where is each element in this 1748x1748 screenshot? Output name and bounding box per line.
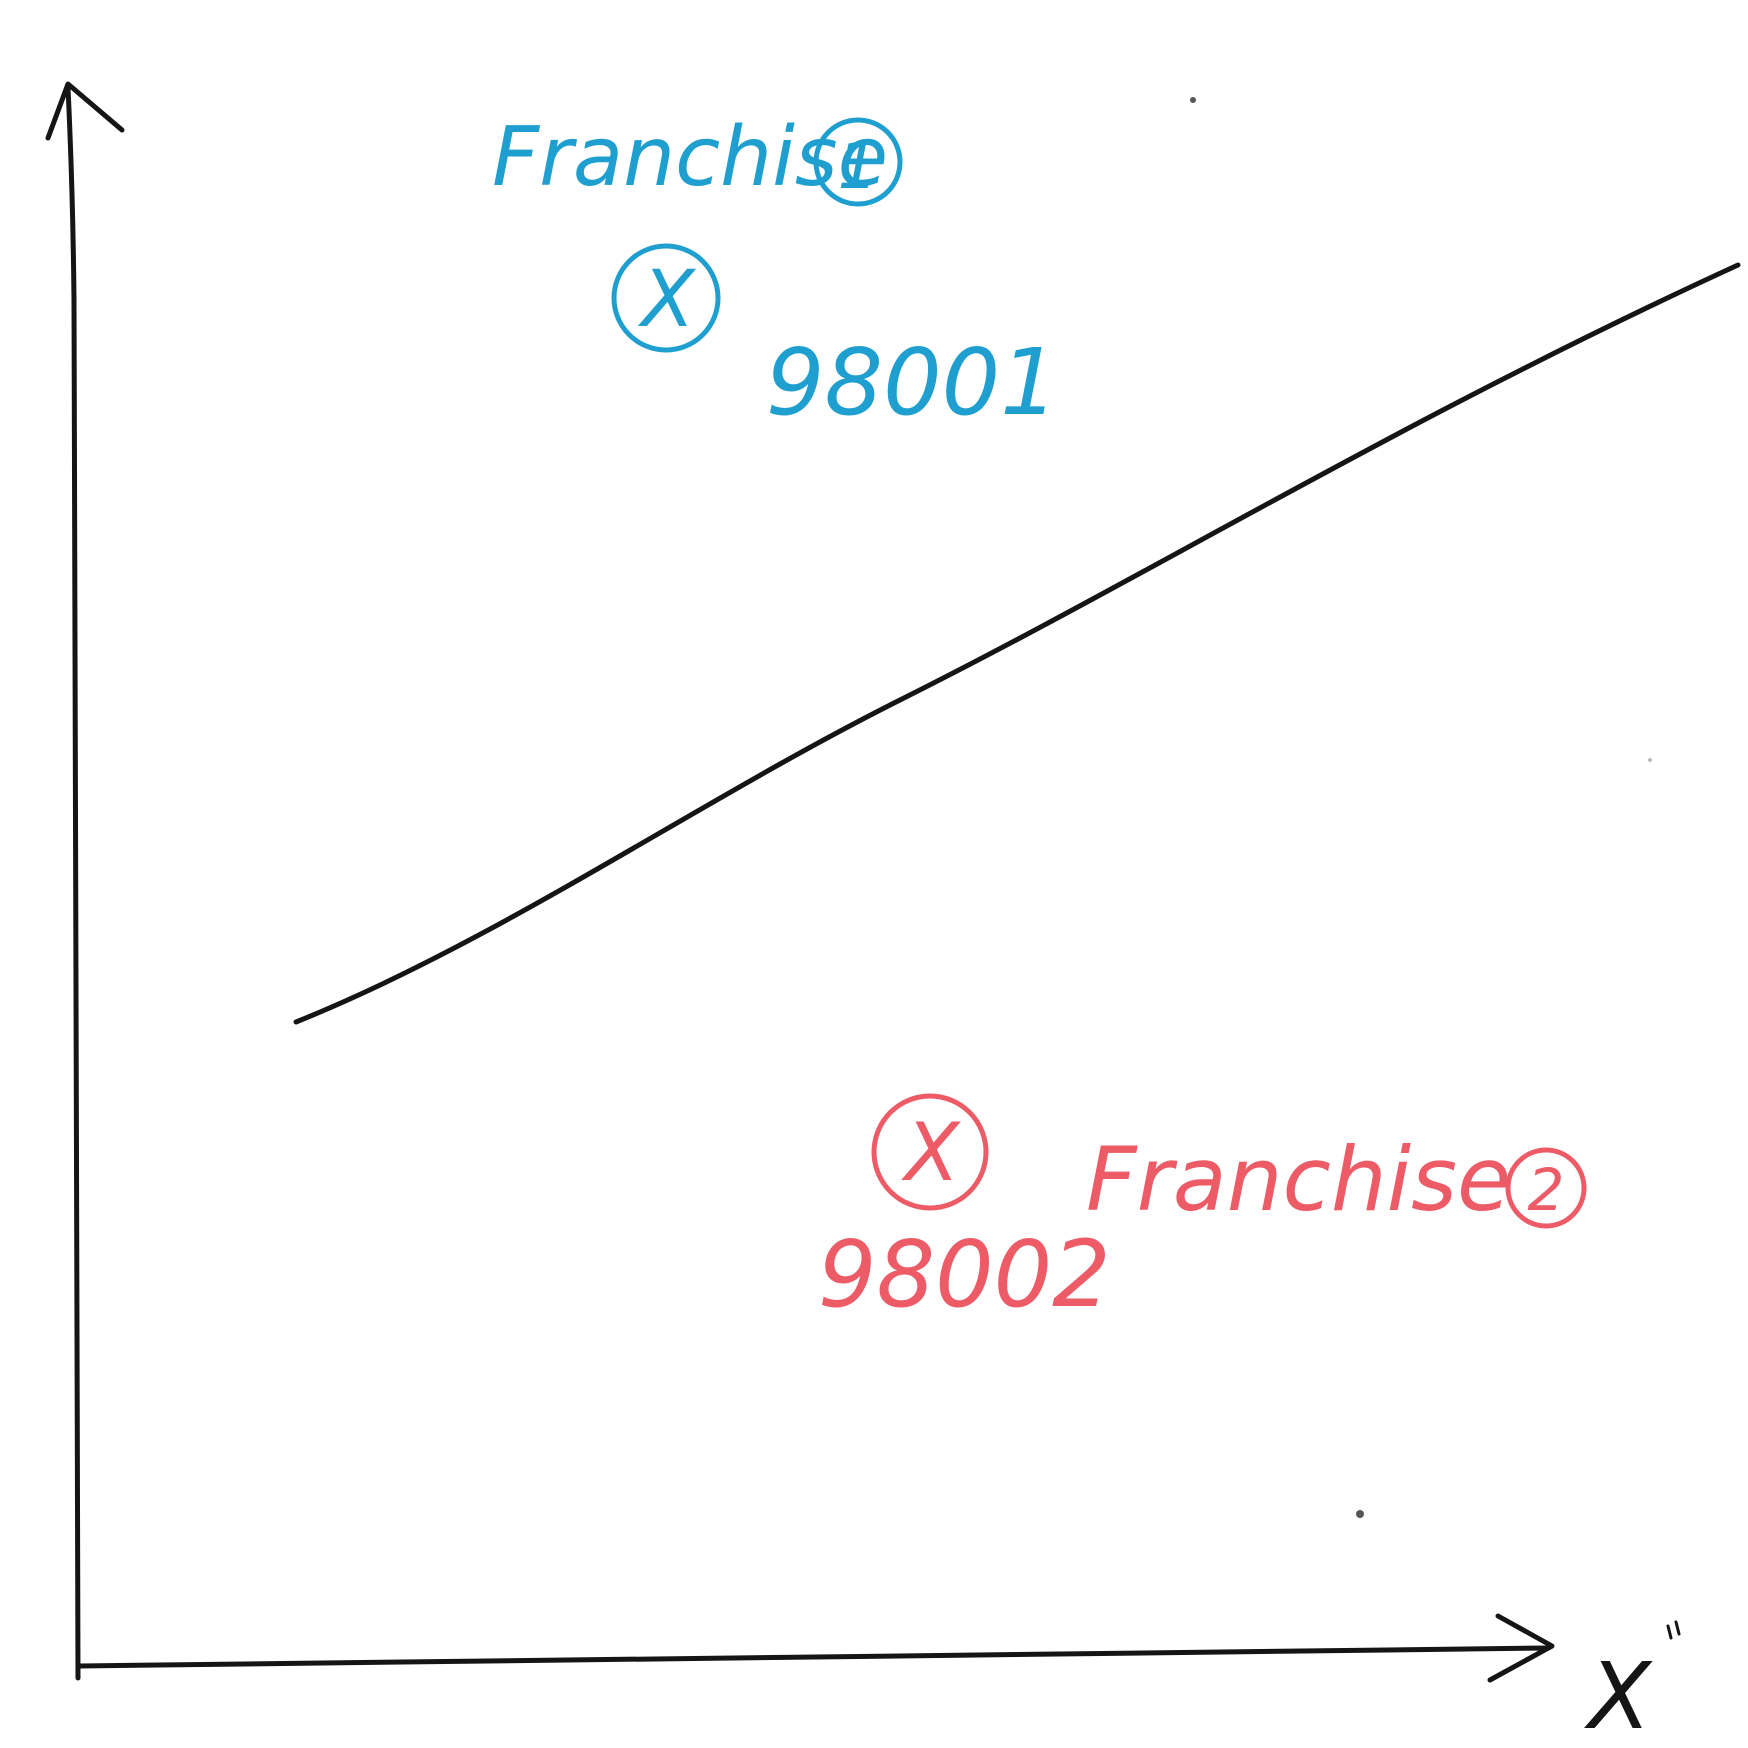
franchise-2-code: 98002: [818, 1221, 1111, 1328]
franchise-1-badge-number: 1: [838, 130, 879, 204]
paper-specks: [1190, 97, 1652, 1518]
franchise-1-code: 98001: [766, 329, 1059, 436]
franchise-2-badge-number: 2: [1528, 1156, 1565, 1224]
y-axis: [45, 81, 125, 1681]
x-axis-label-text: X: [1584, 1643, 1653, 1748]
franchise-2-group: X Franchise 2 98002: [818, 1093, 1587, 1328]
franchise-1-label: Franchise: [492, 110, 888, 205]
decision-boundary-line: [293, 262, 1741, 1025]
x-axis: [77, 1613, 1555, 1683]
franchise-2-point-circle: [871, 1093, 989, 1211]
franchise-1-group: Franchise 1 X 98001: [492, 110, 1059, 436]
franchise-2-label: Franchise: [1086, 1128, 1511, 1231]
franchise-1-point-circle: [611, 243, 721, 353]
franchise-2-point-marker: X: [901, 1106, 962, 1199]
x-axis-label: X: [1584, 1620, 1681, 1748]
prime-mark: [1666, 1620, 1681, 1640]
franchise-1-badge-circle: [813, 117, 903, 207]
franchise-1-point-marker: X: [637, 255, 696, 345]
franchise-2-badge-circle: [1505, 1147, 1587, 1229]
